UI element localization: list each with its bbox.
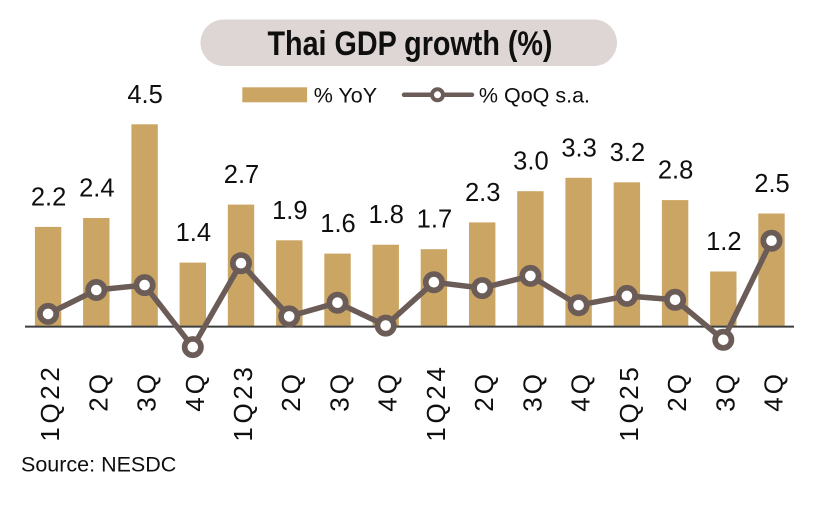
svg-text:2.7: 2.7 bbox=[224, 161, 259, 189]
svg-text:2.5: 2.5 bbox=[754, 170, 789, 198]
svg-text:2Q: 2Q bbox=[83, 371, 113, 412]
svg-text:1Q23: 1Q23 bbox=[228, 364, 258, 442]
svg-text:2.3: 2.3 bbox=[465, 179, 500, 207]
svg-text:1.2: 1.2 bbox=[706, 228, 741, 256]
svg-text:2Q: 2Q bbox=[469, 371, 499, 412]
svg-text:3Q: 3Q bbox=[325, 371, 355, 412]
svg-text:1.7: 1.7 bbox=[417, 206, 452, 234]
svg-text:% QoQ s.a.: % QoQ s.a. bbox=[479, 84, 590, 108]
svg-text:1Q24: 1Q24 bbox=[421, 364, 451, 442]
svg-text:4Q: 4Q bbox=[180, 371, 210, 412]
svg-text:1.6: 1.6 bbox=[320, 210, 355, 238]
svg-text:1Q25: 1Q25 bbox=[614, 364, 644, 442]
svg-text:1.9: 1.9 bbox=[272, 197, 307, 225]
svg-text:3Q: 3Q bbox=[517, 371, 547, 412]
svg-text:3Q: 3Q bbox=[132, 371, 162, 412]
svg-text:4Q: 4Q bbox=[759, 371, 789, 412]
svg-text:2.8: 2.8 bbox=[658, 157, 693, 185]
svg-text:2.2: 2.2 bbox=[31, 183, 66, 211]
svg-text:Source: NESDC: Source: NESDC bbox=[21, 453, 176, 477]
svg-text:4Q: 4Q bbox=[373, 371, 403, 412]
svg-text:3.2: 3.2 bbox=[610, 139, 645, 167]
svg-text:1.8: 1.8 bbox=[368, 201, 403, 229]
svg-text:3Q: 3Q bbox=[710, 371, 740, 412]
svg-text:3.3: 3.3 bbox=[561, 134, 596, 162]
svg-text:1.4: 1.4 bbox=[176, 219, 211, 247]
svg-text:4Q: 4Q bbox=[566, 371, 596, 412]
svg-text:2Q: 2Q bbox=[662, 371, 692, 412]
svg-text:2Q: 2Q bbox=[276, 371, 306, 412]
svg-text:2.4: 2.4 bbox=[79, 175, 114, 203]
svg-text:3.0: 3.0 bbox=[513, 148, 548, 176]
svg-text:1Q22: 1Q22 bbox=[35, 364, 65, 442]
svg-text:% YoY: % YoY bbox=[314, 84, 377, 108]
svg-text:4.5: 4.5 bbox=[127, 81, 162, 109]
svg-text:Thai GDP growth (%): Thai GDP growth (%) bbox=[268, 25, 553, 63]
